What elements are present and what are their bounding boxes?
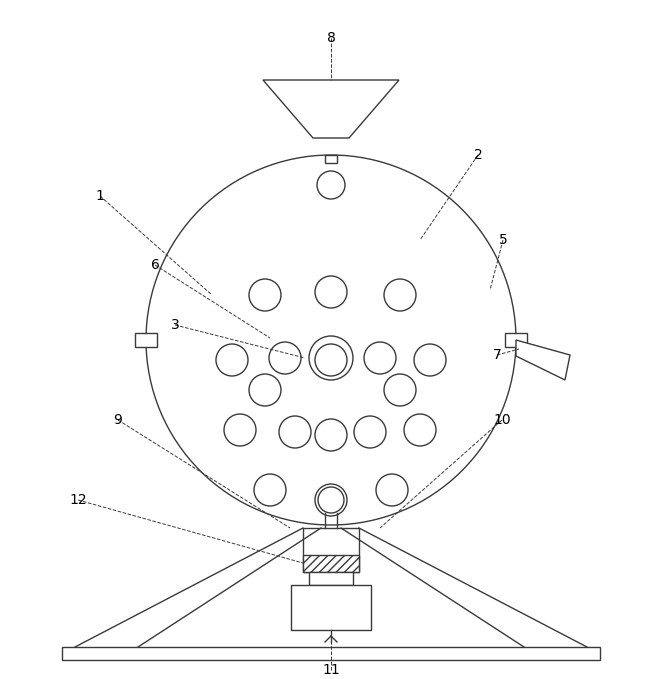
Text: 6: 6 xyxy=(150,258,160,272)
Bar xyxy=(135,333,157,347)
Text: 2: 2 xyxy=(473,148,483,162)
Text: 10: 10 xyxy=(493,413,511,427)
Text: 7: 7 xyxy=(493,348,501,362)
Text: 1: 1 xyxy=(95,189,105,203)
Text: 12: 12 xyxy=(70,493,87,507)
Bar xyxy=(303,528,359,572)
Polygon shape xyxy=(516,340,570,380)
Bar xyxy=(325,155,337,163)
Bar xyxy=(291,585,371,630)
Text: 11: 11 xyxy=(322,663,340,677)
Bar xyxy=(303,555,359,572)
Bar xyxy=(62,647,600,660)
Bar xyxy=(505,333,527,347)
Text: 3: 3 xyxy=(171,318,179,332)
Text: 9: 9 xyxy=(114,413,122,427)
Text: 5: 5 xyxy=(498,233,507,247)
Text: 8: 8 xyxy=(326,31,336,45)
Bar xyxy=(309,572,353,585)
